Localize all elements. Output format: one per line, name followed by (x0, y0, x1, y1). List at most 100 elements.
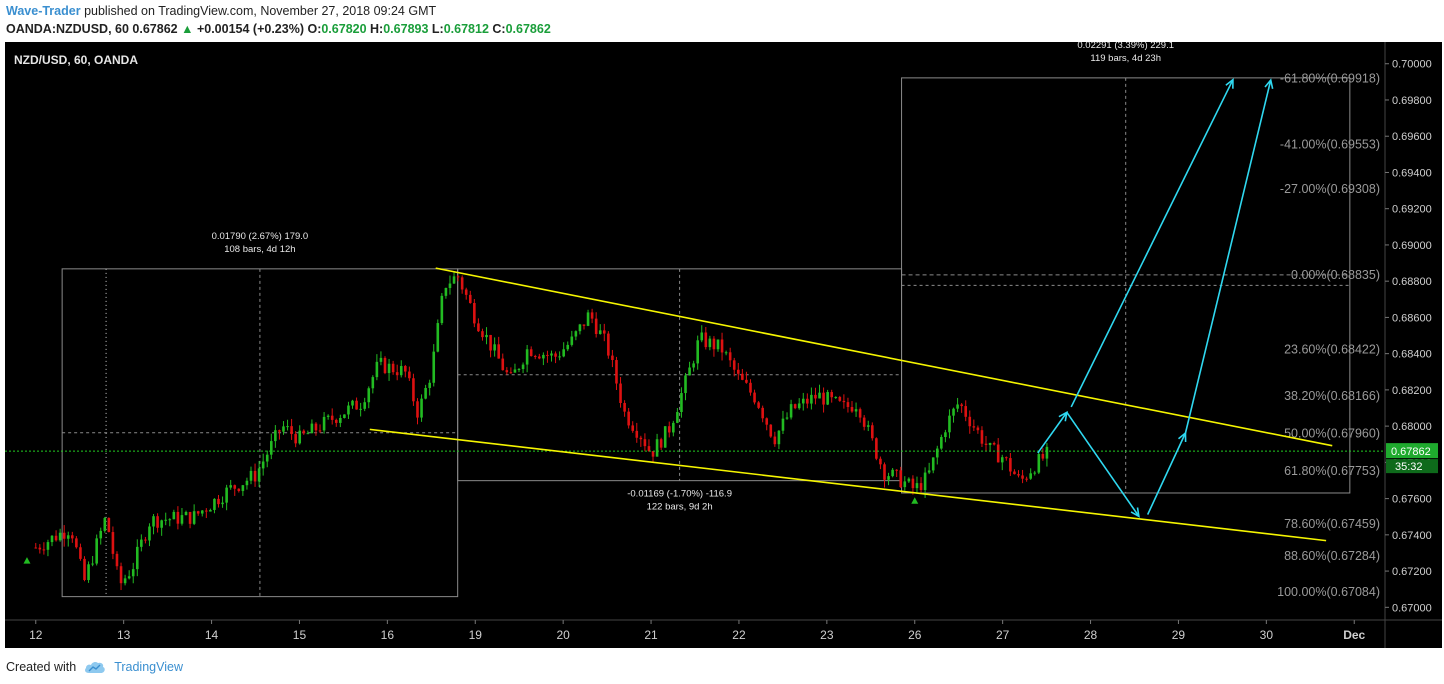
time-tick-label: 23 (820, 628, 834, 642)
candle-body (948, 415, 951, 433)
candle-body (647, 446, 651, 452)
price-tick-label: 0.70000 (1392, 59, 1432, 71)
candle-body (1029, 473, 1032, 479)
candle-body (209, 509, 212, 512)
price-tick-label: 0.67000 (1392, 602, 1432, 614)
candle-body (984, 443, 988, 445)
candle-body (777, 430, 781, 445)
candle-body (728, 352, 732, 361)
chart-svg[interactable]: 0.01790 (2.67%) 179.0 108 bars, 4d 12h -0.… (5, 40, 1442, 648)
candle-body (793, 404, 797, 409)
candle-body (1013, 471, 1016, 475)
time-axis[interactable] (5, 620, 1442, 648)
candle-body (692, 363, 695, 368)
created-with-text: Created with (6, 660, 77, 674)
candle-body (34, 547, 38, 549)
candle-body (862, 417, 866, 427)
candle-body (38, 547, 42, 550)
candle-body (322, 416, 326, 431)
fib-level-label: 88.60%(0.67284) (1284, 549, 1380, 563)
candle-body (907, 478, 911, 482)
candle-body (643, 439, 647, 447)
projection-arrows[interactable] (1037, 78, 1274, 518)
price-tick-label: 0.68000 (1392, 421, 1432, 433)
candle-body (351, 400, 354, 406)
candle-body (891, 469, 894, 477)
candle-body (294, 434, 297, 444)
candle-body (607, 333, 610, 356)
projection-segment (1184, 79, 1272, 434)
candle-body (602, 330, 606, 334)
last-price-badge-label: 0.67862 (1391, 446, 1431, 458)
measure-label-secondary: 108 bars, 4d 12h (224, 244, 295, 255)
candle-body (265, 454, 269, 462)
candle-body (996, 444, 1000, 463)
symbol-info-line: OANDA:NZDUSD, 60 0.67862 ▲ +0.00154 (+0.… (6, 20, 551, 38)
candle-body (54, 535, 58, 541)
candle-body (980, 430, 984, 444)
last-price: 0.67862 (132, 22, 178, 36)
projection-segment (1037, 411, 1068, 454)
candle-body (509, 372, 513, 374)
measure-label-primary: 0.02291 (3.39%) 229.1 (1077, 42, 1174, 51)
candle-body (797, 403, 801, 409)
candle-body (554, 353, 557, 357)
candle-body (58, 532, 62, 541)
candle-body (834, 397, 838, 399)
candle-body (168, 519, 172, 521)
candle-body (1041, 454, 1045, 459)
candle-body (440, 295, 444, 324)
last-price-badge (1386, 443, 1438, 459)
candle-body (964, 406, 968, 417)
candle-body (412, 378, 415, 402)
candle-body (184, 511, 188, 516)
price-axis[interactable] (1385, 42, 1442, 620)
candle-body (769, 424, 773, 437)
projection-arrowhead (1264, 78, 1274, 90)
candle-body (590, 312, 594, 319)
tradingview-brand-link[interactable]: TradingView (114, 660, 183, 674)
candles (5, 271, 1385, 591)
candle-body (785, 417, 789, 419)
candle-body (781, 418, 785, 431)
fib-level-label: 61.80%(0.67753) (1284, 464, 1380, 478)
candle-body (956, 404, 959, 409)
candle-body (314, 423, 318, 431)
candle-body (375, 361, 379, 378)
candle-body (899, 470, 903, 488)
candle-body (903, 481, 907, 488)
candle-body (213, 498, 216, 510)
candle-body (810, 394, 813, 404)
candle-body (570, 336, 574, 345)
candle-body (745, 379, 748, 383)
candle-body (598, 330, 602, 334)
candle-body (806, 398, 809, 404)
author-link[interactable]: Wave-Trader (6, 4, 81, 18)
candle-body (672, 422, 675, 433)
candle-body (944, 432, 947, 438)
candle-body (302, 430, 306, 434)
projection-segment (1146, 432, 1187, 515)
candle-body (578, 324, 582, 332)
candle-body (152, 516, 155, 527)
price-tick-label: 0.67200 (1392, 566, 1432, 578)
chart-area[interactable]: 0.01790 (2.67%) 179.0 108 bars, 4d 12h -0.… (5, 40, 1442, 648)
published-text: published on TradingView.com, November 2… (84, 4, 437, 18)
time-tick-label: 19 (469, 628, 483, 642)
candle-body (225, 487, 228, 503)
price-tick-label: 0.69000 (1392, 240, 1432, 252)
candle-body (505, 370, 509, 373)
candle-body (850, 407, 854, 412)
candle-body (127, 576, 131, 579)
candle-body (960, 404, 963, 407)
time-tick-label: 28 (1084, 628, 1098, 642)
candle-body (517, 369, 521, 371)
candle-body (968, 416, 972, 427)
candle-body (704, 332, 708, 348)
projection-arrowhead (1130, 507, 1140, 518)
candle-body (952, 408, 955, 416)
trendlines[interactable] (369, 267, 1333, 542)
time-tick-label: 20 (556, 628, 570, 642)
candle-body (586, 312, 590, 326)
plot-pane[interactable] (5, 42, 1385, 620)
